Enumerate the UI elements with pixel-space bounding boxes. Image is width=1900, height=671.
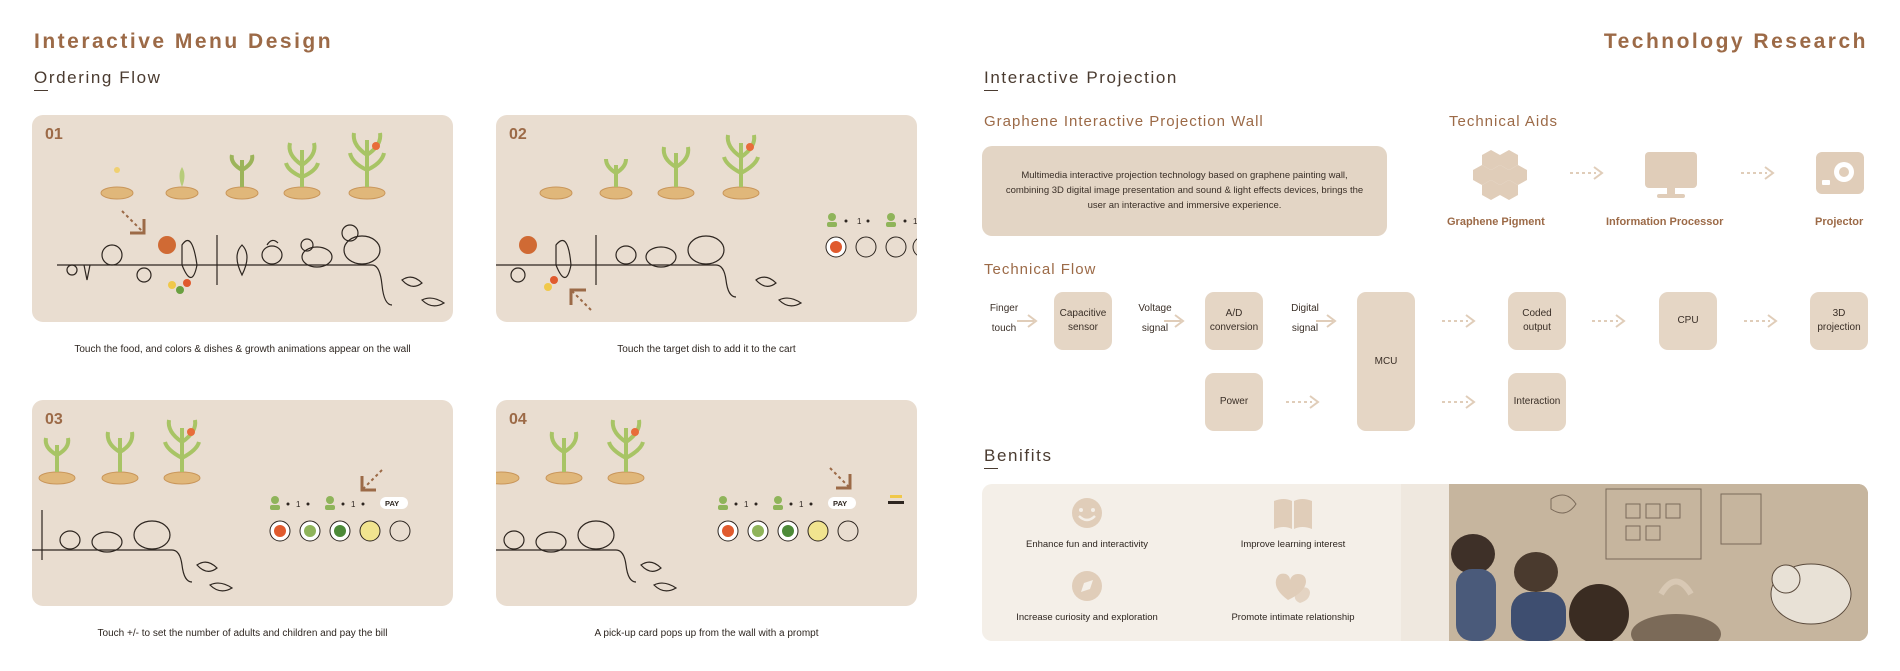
adult-counter-value: 1 [857, 217, 862, 226]
step-caption-02: Touch the target dish to add it to the c… [617, 344, 796, 355]
flow-arrow-icon [1164, 314, 1185, 328]
benefit-item: Enhance fun and interactivity [987, 497, 1187, 550]
pay-button: PAY [833, 499, 847, 508]
ordering-flow-title: Ordering Flow [34, 68, 162, 91]
dotted-arrow-icon [1744, 314, 1778, 328]
step-caption-03: Touch +/- to set the number of adults an… [97, 628, 388, 639]
child-counter-value: 1 [799, 500, 804, 509]
step-card-01: 01 [32, 115, 453, 322]
step-number: 01 [45, 126, 63, 143]
add-to-cart-illustration: 1 1 [496, 134, 917, 311]
step-number: 02 [509, 126, 527, 143]
dotted-arrow-icon [1442, 314, 1476, 328]
technical-flow-title: Technical Flow [984, 261, 1097, 278]
book-icon [1274, 499, 1312, 529]
pay-button: PAY [385, 499, 399, 508]
hexagon-cluster-icon [1473, 150, 1527, 200]
step-caption-04: A pick-up card pops up from the wall wit… [594, 628, 819, 639]
step-card-02: 02 1 1 [496, 115, 917, 322]
adult-counter-value: 1 [296, 500, 301, 509]
graphene-wall-description: Multimedia interactive projection techno… [982, 146, 1387, 236]
interaction-box: Interaction [1508, 373, 1566, 431]
benefits-title: Benifits [984, 446, 1053, 469]
benefit-item: Promote intimate relationship [1193, 570, 1393, 623]
children-at-wall-photo [1401, 484, 1868, 641]
dotted-arrow-icon [1741, 166, 1775, 180]
benefits-panel [982, 484, 1448, 641]
step-number: 04 [509, 411, 527, 428]
projector-icon [1816, 152, 1864, 194]
aid-label-processor: Information Processor [1606, 216, 1724, 228]
3d-projection-box: 3D projection [1810, 292, 1868, 350]
digital-signal-label: Digital signal [1291, 303, 1319, 334]
aid-label-graphene: Graphene Pigment [1447, 216, 1545, 228]
pickup-card-illustration: 1 1 PAY [496, 419, 904, 592]
adult-counter-value: 1 [744, 500, 749, 509]
benefit-item: Increase curiosity and exploration [987, 570, 1187, 623]
interactive-projection-title: Interactive Projection [984, 68, 1178, 91]
page-title: Interactive Menu Design [34, 30, 334, 53]
step-card-04: 04 1 1 PAY [496, 400, 917, 606]
set-guests-illustration: 1 1 PAY [32, 419, 411, 592]
coded-output-box: Coded output [1508, 292, 1566, 350]
power-box: Power [1205, 373, 1263, 431]
child-counter-value: 1 [913, 217, 917, 226]
graphene-wall-title: Graphene Interactive Projection Wall [984, 113, 1264, 130]
section-title-right: Technology Research [1603, 30, 1868, 53]
flow-arrow-icon [1017, 314, 1038, 328]
mcu-box: MCU [1357, 292, 1415, 431]
technical-aids-title: Technical Aids [1449, 113, 1559, 130]
step-caption-01: Touch the food, and colors & dishes & gr… [74, 344, 411, 355]
ad-conversion-box: A/D conversion [1205, 292, 1263, 350]
smile-icon [1072, 498, 1102, 528]
capacitive-sensor-box: Capacitive sensor [1054, 292, 1112, 350]
aid-label-projector: Projector [1815, 216, 1864, 228]
hearts-icon [1275, 573, 1310, 603]
dotted-arrow-icon [1592, 314, 1626, 328]
dotted-arrow-icon [1286, 395, 1320, 409]
step-number: 03 [45, 411, 63, 428]
benefit-item: Improve learning interest [1193, 497, 1393, 550]
flow-arrow-icon [1316, 314, 1337, 328]
food-animation-illustration [57, 132, 446, 307]
step-card-03: 03 1 1 PAY [32, 400, 453, 606]
voltage-signal-label: Voltage signal [1138, 303, 1172, 334]
dotted-arrow-icon [1442, 395, 1476, 409]
child-counter-value: 1 [351, 500, 356, 509]
cpu-box: CPU [1659, 292, 1717, 350]
compass-icon [1072, 571, 1102, 601]
dotted-arrow-icon [1570, 166, 1604, 180]
finger-touch-label: Finger touch [989, 303, 1019, 334]
monitor-icon [1645, 152, 1697, 198]
